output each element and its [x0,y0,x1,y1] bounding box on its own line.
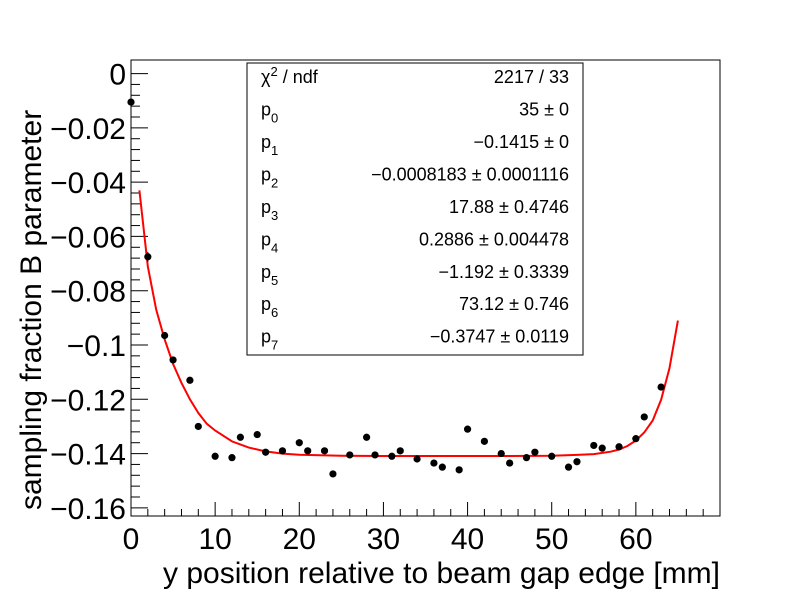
data-point [346,451,354,459]
data-point [590,441,598,450]
x-tick-label: 50 [535,523,568,556]
axis-ticks [130,73,721,516]
data-point [262,448,270,456]
stats-param-name: p6 [261,294,278,320]
data-point [194,422,202,431]
data-point [657,383,665,391]
plot-frame [130,59,721,517]
x-tick-labels: 0 10 20 30 40 50 60 [123,523,653,556]
y-axis-title: sampling fraction B parameter [15,110,48,510]
stats-param-value: 35 ± 0 [519,100,569,120]
data-point [278,447,287,455]
stats-param-name: p2 [261,164,278,190]
data-point [363,433,371,441]
data-point [329,470,337,478]
y-tick-label: −0.1 [67,330,126,363]
stats-param-value: −0.3747 ± 0.0119 [430,327,569,347]
data-point [497,449,505,458]
data-point [169,356,177,364]
stats-param-name: χ2 / ndf [261,64,319,87]
data-point [564,463,573,471]
y-tick-label: −0.02 [50,113,126,146]
stats-param-value: 17.88 ± 0.4746 [449,197,569,217]
data-point [127,98,135,106]
y-tick-label: −0.12 [50,384,126,417]
data-point [632,435,640,443]
data-point [320,447,329,455]
fit-stats-box: χ2 / ndf 2217 / 33 p0 35 ± 0 p1 −0.1415 ± 0 p2… [246,62,584,356]
stats-param-name: p1 [261,132,278,158]
y-tick-label: −0.14 [50,439,126,472]
data-point [463,425,472,433]
stats-param-value: −0.0008183 ± 0.0001116 [371,164,569,184]
data-point [506,459,514,467]
data-point [413,455,421,463]
stats-param-name: p7 [261,327,278,353]
data-point [304,447,312,455]
data-point [522,454,531,462]
x-axis-title: y position relative to beam gap edge [mm… [163,557,720,590]
stats-param-name: p0 [261,100,278,126]
data-point [548,452,556,460]
y-tick-labels: 0 −0.02 −0.04 −0.06 −0.08 −0.1 −0.12 −0.14 −0.16 [50,59,126,526]
data-point [186,376,194,384]
data-point [388,452,396,460]
stats-param-value: −1.192 ± 0.3339 [439,262,570,282]
stats-box-frame [246,62,584,356]
x-tick-label: 0 [123,523,140,556]
stats-param-value: 2217 / 33 [494,67,569,87]
data-point [228,454,236,462]
data-points [127,96,665,478]
y-tick-label: 0 [109,59,126,92]
x-tick-label: 30 [367,523,400,556]
data-point [371,451,379,459]
data-point [396,447,404,455]
stats-param-name: p4 [261,229,278,255]
x-tick-label: 60 [619,523,652,556]
y-tick-label: −0.08 [50,276,126,309]
data-point [295,439,303,447]
data-point [253,430,261,439]
x-tick-label: 40 [451,523,484,556]
y-tick-label: −0.04 [50,167,126,200]
data-point [615,443,623,451]
y-tick-label: −0.16 [50,493,126,526]
data-point [211,452,219,460]
x-tick-label: 20 [283,523,316,556]
stats-param-value: 73.12 ± 0.746 [459,294,569,314]
x-tick-label: 10 [198,523,231,556]
data-point [480,437,488,445]
data-point [236,433,244,441]
data-point [144,253,152,261]
stats-param-name: p5 [261,262,278,288]
data-point [430,459,438,467]
data-point [161,331,169,340]
data-point [531,448,539,456]
y-tick-label: −0.06 [50,221,126,254]
data-point [598,444,606,452]
stats-param-value: 0.2886 ± 0.004478 [419,229,569,249]
stats-param-value: −0.1415 ± 0 [474,132,569,152]
data-point [438,463,446,471]
data-point [455,466,463,474]
data-point [573,458,581,466]
data-point [640,413,648,421]
stats-param-name: p3 [261,197,278,223]
